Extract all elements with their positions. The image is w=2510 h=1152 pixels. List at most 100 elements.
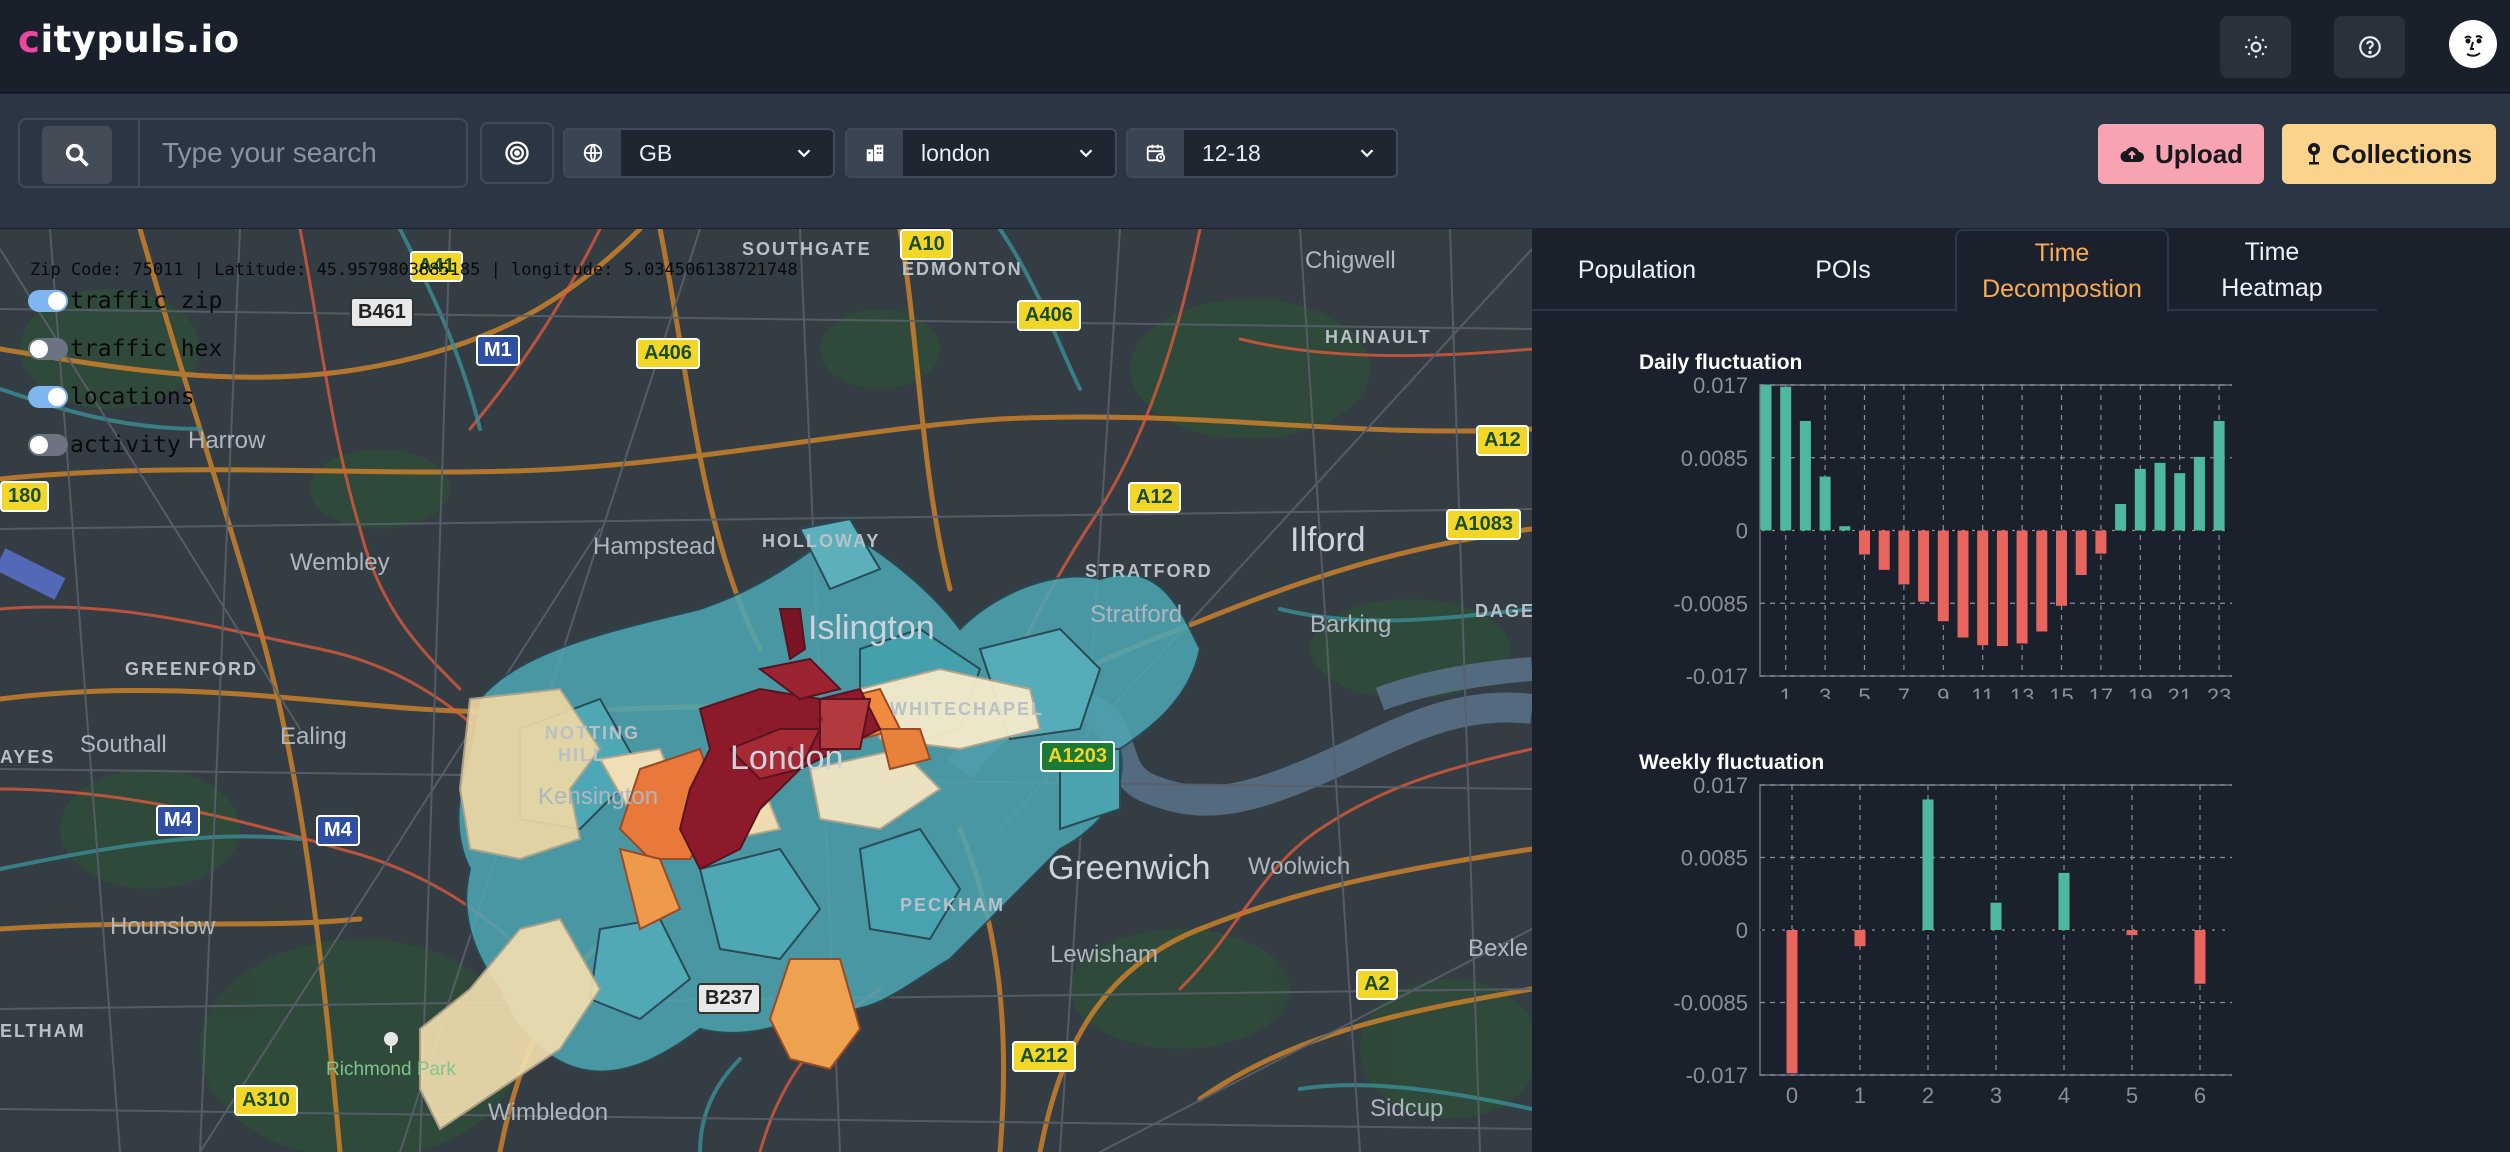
- bar: [2213, 420, 2225, 531]
- map-label: Hounslow: [110, 913, 216, 940]
- map-label: Greenwich: [1048, 849, 1211, 887]
- theme-toggle-button[interactable]: [2220, 16, 2291, 78]
- map-label: HOLLOWAY: [762, 531, 881, 551]
- road-shield: A310: [234, 1085, 298, 1116]
- search-icon: [65, 143, 89, 167]
- bar: [2134, 468, 2146, 531]
- bar: [1799, 420, 1811, 531]
- map-label: NOTTING: [545, 723, 640, 743]
- locate-button[interactable]: [480, 122, 554, 184]
- x-tick-label: 1: [1780, 684, 1792, 699]
- x-tick-label: 3: [1990, 1083, 2002, 1108]
- map-base: [0, 229, 1532, 1152]
- sun-icon: [2244, 36, 2267, 58]
- toggle-switch[interactable]: [28, 338, 68, 360]
- map-label: Ealing: [280, 723, 347, 750]
- x-tick-label: 1: [1854, 1083, 1866, 1108]
- map-label: Kensington: [538, 783, 659, 810]
- question-icon: [2358, 36, 2381, 58]
- tab-population[interactable]: Population: [1577, 256, 1697, 284]
- city-select[interactable]: london: [845, 128, 1117, 178]
- bar: [1918, 530, 1930, 602]
- x-tick-label: 15: [2049, 684, 2073, 699]
- tab-time-decomposition[interactable]: Time Decompostion: [1955, 229, 2169, 313]
- map-label: HILL: [558, 745, 606, 765]
- tab-pois[interactable]: POIs: [1815, 256, 1871, 284]
- bar: [1922, 799, 1934, 930]
- search-input[interactable]: [162, 128, 452, 178]
- search-button[interactable]: [42, 126, 112, 184]
- face-avatar-icon: [2464, 35, 2483, 57]
- layer-label: traffic hex: [70, 336, 223, 362]
- time-value: 12-18: [1202, 140, 1261, 166]
- x-tick-label: 5: [2126, 1083, 2138, 1108]
- y-tick-label: 0.0085: [1681, 846, 1748, 871]
- bar: [1854, 930, 1866, 947]
- chart-title: Daily fluctuation: [1639, 351, 1803, 374]
- search-divider: [138, 120, 140, 186]
- bar: [1996, 530, 2008, 647]
- chevron-down-icon: [1079, 149, 1093, 158]
- road-shield: A212: [1012, 1041, 1076, 1072]
- x-tick-label: 23: [2207, 684, 2231, 699]
- map-label: AYES: [0, 747, 56, 767]
- country-select[interactable]: GB: [563, 128, 835, 178]
- bar: [2115, 503, 2127, 531]
- layer-toggle-locations[interactable]: locations: [28, 383, 195, 411]
- tab-bar: Population POIs Time Decompostion Time Hea…: [1532, 229, 2377, 313]
- map-label: Wembley: [290, 549, 390, 576]
- road-shield: A41: [410, 251, 463, 282]
- road-shield: B461: [350, 297, 414, 328]
- x-tick-label: 9: [1937, 684, 1949, 699]
- bar: [2126, 930, 2138, 936]
- y-tick-label: 0: [1736, 519, 1748, 544]
- toggle-switch[interactable]: [28, 290, 68, 312]
- toggle-switch[interactable]: [28, 434, 68, 456]
- bar: [2075, 530, 2087, 576]
- layer-toggle-activity[interactable]: activity: [28, 431, 181, 459]
- x-tick-label: 4: [2058, 1083, 2070, 1108]
- road-shield: M1: [476, 335, 520, 366]
- bar: [1859, 530, 1870, 555]
- tab-time-heatmap[interactable]: Time Heatmap: [2221, 238, 2323, 302]
- map-label: HAINAULT: [1325, 327, 1432, 347]
- map-label: ELTHAM: [0, 1021, 86, 1041]
- road-shield: A10: [900, 229, 953, 260]
- time-select[interactable]: 12-18: [1126, 128, 1398, 178]
- map-label: PECKHAM: [900, 895, 1006, 915]
- road-shield: A1203: [1040, 741, 1115, 772]
- y-tick-label: -0.017: [1686, 1063, 1748, 1088]
- upload-button[interactable]: Upload: [2098, 124, 2264, 184]
- search-box: [18, 118, 468, 188]
- layer-toggle-traffic-hex[interactable]: traffic hex: [28, 335, 222, 363]
- map-label: Lewisham: [1050, 941, 1159, 968]
- map-label: Ilford: [1290, 521, 1366, 559]
- map-label: Sidcup: [1370, 1095, 1444, 1122]
- analysis-panel: Population POIs Time Decompostion Time Hea…: [1532, 229, 2510, 1152]
- x-tick-label: 3: [1819, 684, 1831, 699]
- x-tick-label: 2: [1922, 1083, 1934, 1108]
- x-tick-label: 0: [1786, 1083, 1798, 1108]
- bar: [1990, 902, 2002, 930]
- map-label: SOUTHGATE: [742, 239, 872, 259]
- map-label: WHITECHAPEL: [890, 699, 1044, 719]
- map-label: Wimbledon: [488, 1099, 609, 1126]
- layer-toggle-traffic-zip[interactable]: traffic zip: [28, 287, 222, 315]
- bar: [1898, 530, 1910, 585]
- upload-label: Upload: [2154, 138, 2244, 169]
- collections-button[interactable]: Collections: [2282, 124, 2496, 184]
- avatar[interactable]: [2449, 20, 2497, 68]
- bar: [2056, 530, 2067, 606]
- road-shield: A406: [636, 338, 700, 369]
- logo: citypuls.io: [18, 18, 240, 61]
- park-label: Richmond Park: [326, 1059, 456, 1080]
- map-label: STRATFORD: [1085, 561, 1213, 581]
- bar: [1786, 930, 1798, 1074]
- help-button[interactable]: [2334, 16, 2405, 78]
- toggle-switch[interactable]: [28, 386, 68, 408]
- map-view[interactable]: SOUTHGATE EDMONTON Chigwell HAINAULT Har…: [0, 229, 1532, 1152]
- map-pin-icon: [2307, 143, 2320, 165]
- y-tick-label: -0.0085: [1673, 591, 1748, 616]
- calendar-clock-icon: [1128, 130, 1184, 176]
